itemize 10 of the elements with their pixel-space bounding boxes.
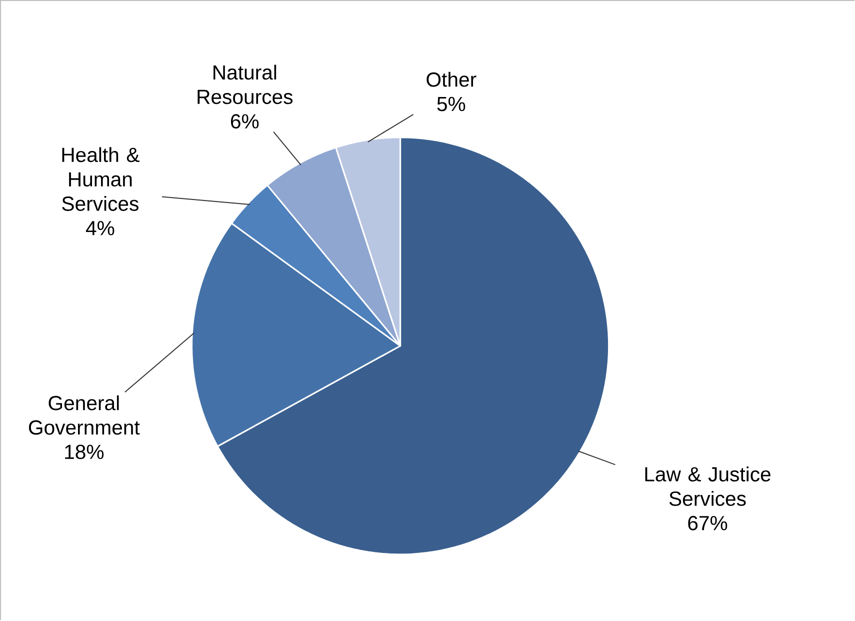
data-label: 18% — [65, 444, 104, 460]
data-label: 4% — [86, 221, 114, 236]
slice-label: Health & Human Services — [62, 147, 140, 212]
slice-label: Law & Justice Services — [645, 466, 770, 506]
data-label: 67% — [688, 516, 728, 531]
slice-label: General Government — [28, 396, 140, 435]
slice-label: Natural Resources — [198, 64, 293, 104]
data-label: 6% — [230, 114, 259, 129]
slice-label: Other — [426, 72, 476, 88]
data-label: 5% — [437, 97, 466, 112]
